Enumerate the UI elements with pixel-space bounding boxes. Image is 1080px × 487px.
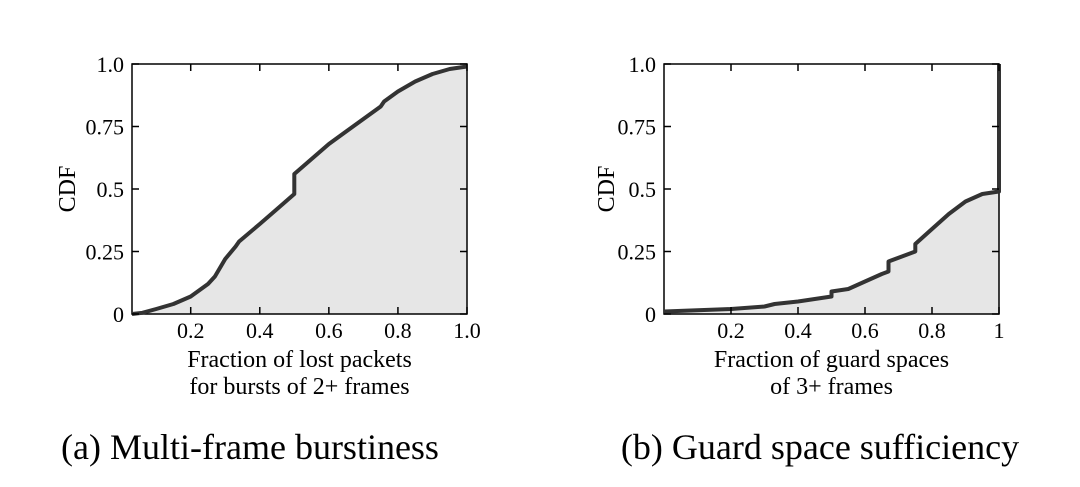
y-tick-label: 0.25 — [86, 240, 125, 265]
x-tick-label: 0.4 — [784, 318, 812, 343]
y-tick-label: 1.0 — [629, 52, 657, 77]
cdf-series-line — [663, 64, 1001, 314]
x-tick-label: 0.6 — [851, 318, 879, 343]
x-tick-label: 0.2 — [177, 318, 205, 343]
y-tick-label: 0 — [645, 302, 656, 327]
y-axis-label: CDF — [594, 166, 620, 213]
x-tick-label: 1.0 — [453, 318, 481, 343]
chart-b-svg: 0.2 0.4 0.6 0.8 1 0 0.25 0.5 0.75 1.0 CDF Fraction … — [594, 52, 1005, 400]
y-tick-label: 0.25 — [618, 240, 657, 265]
x-tick-label: 1 — [994, 318, 1005, 343]
y-tick-label: 1.0 — [97, 52, 125, 77]
chart-panel-a: 0.2 0.4 0.6 0.8 1.0 0 0.25 0.5 0.75 1.0 CDF Fractio… — [55, 52, 481, 467]
y-tick-label: 0.75 — [618, 115, 657, 140]
chart-panel-b: 0.2 0.4 0.6 0.8 1 0 0.25 0.5 0.75 1.0 CDF Fraction … — [540, 0, 1080, 487]
y-tick-label: 0.5 — [629, 177, 657, 202]
y-tick-label: 0.75 — [86, 115, 125, 140]
x-axis-label-line: of 3+ frames — [770, 374, 893, 400]
chart-b-caption: (b) Guard space sufficiency — [620, 427, 1020, 467]
chart-a-svg: 0.2 0.4 0.6 0.8 1.0 0 0.25 0.5 0.75 1.0 CDF Fractio… — [55, 52, 481, 400]
x-tick-label: 0.6 — [315, 318, 343, 343]
x-axis-label-line: for bursts of 2+ frames — [189, 374, 409, 400]
y-tick-label: 0.5 — [97, 177, 125, 202]
x-tick-label: 0.8 — [918, 318, 946, 343]
y-axis-label: CDF — [55, 166, 81, 213]
x-tick-label: 0.8 — [384, 318, 412, 343]
cdf-series-line — [131, 64, 468, 316]
cdf-area — [664, 64, 999, 314]
x-axis-label-line: Fraction of guard spaces — [714, 347, 949, 373]
y-tick-label: 0 — [113, 302, 124, 327]
x-tick-label: 0.4 — [246, 318, 274, 343]
x-axis-label-line: Fraction of lost packets — [187, 347, 412, 373]
chart-a-caption: (a) Multi-frame burstiness — [61, 427, 439, 467]
x-tick-label: 0.2 — [717, 318, 745, 343]
cdf-area — [132, 66, 467, 314]
